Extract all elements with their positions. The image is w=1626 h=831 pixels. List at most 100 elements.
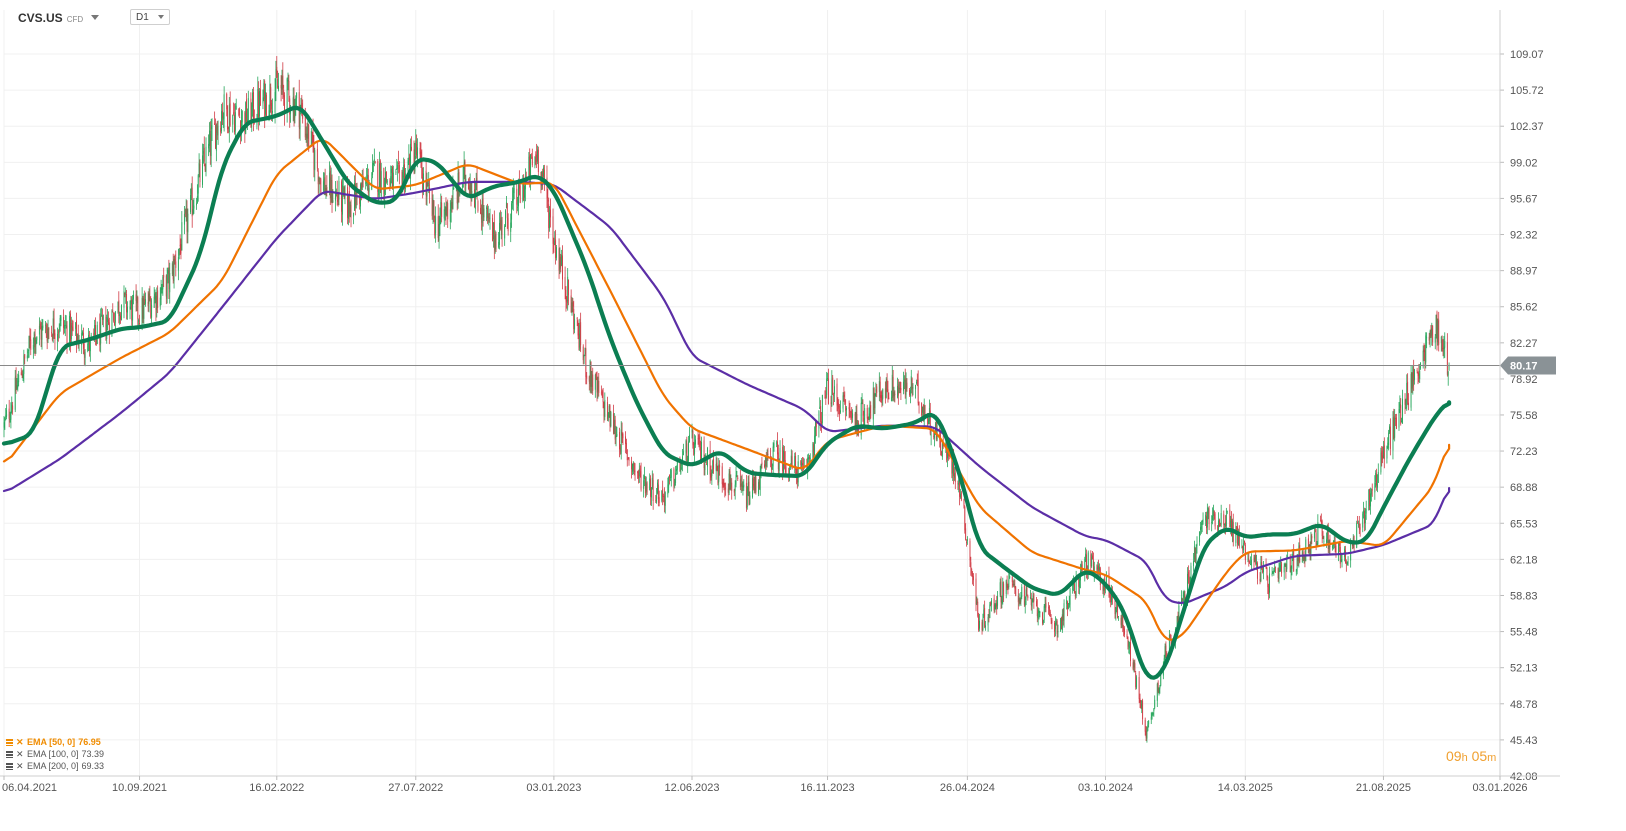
candle-body — [45, 325, 47, 335]
candle-body — [1250, 564, 1251, 565]
candle — [1193, 540, 1195, 562]
candle — [1158, 687, 1160, 696]
candle — [112, 303, 114, 313]
candle-body — [32, 344, 34, 350]
candle-body — [578, 333, 580, 348]
candle — [371, 172, 373, 191]
candle-body — [517, 207, 519, 208]
settings-icon[interactable] — [6, 750, 13, 758]
candle-body — [876, 386, 878, 394]
candle — [685, 439, 687, 461]
candle-body — [844, 399, 846, 404]
candle — [724, 482, 726, 498]
candle-body — [221, 110, 223, 119]
candle-body — [1168, 635, 1170, 657]
candle — [360, 182, 361, 214]
candle — [1358, 515, 1360, 534]
candle — [1212, 504, 1214, 521]
settings-icon[interactable] — [6, 738, 13, 746]
candle — [183, 206, 185, 235]
candle-body — [202, 155, 203, 185]
symbol-selector[interactable]: CVS.US CFD — [18, 11, 100, 25]
candle — [415, 129, 417, 160]
candle-body — [982, 618, 984, 631]
candle — [232, 114, 234, 133]
y-tick-label: 72.23 — [1510, 446, 1538, 458]
candle — [1146, 726, 1148, 743]
candle — [881, 389, 883, 408]
candle-body — [1177, 614, 1179, 624]
candle-body — [878, 381, 880, 392]
candle-body — [304, 115, 306, 138]
close-icon[interactable]: ✕ — [16, 749, 24, 759]
candle — [833, 379, 835, 402]
candle-body — [1398, 408, 1400, 428]
candle-body — [1269, 573, 1270, 593]
candle — [494, 230, 496, 254]
legend-item-ema200[interactable]: ✕ EMA [200, 0] 69.33 — [6, 760, 104, 772]
candle-body — [608, 405, 610, 417]
candle-body — [175, 261, 177, 268]
candle-body — [595, 372, 597, 379]
candle-body — [1042, 612, 1043, 624]
candle — [63, 309, 65, 335]
candle — [162, 274, 164, 296]
candle-body — [57, 332, 59, 334]
candle — [1206, 511, 1207, 534]
candle-body — [1297, 558, 1299, 561]
candle-body — [72, 326, 74, 331]
candle-body — [785, 467, 787, 473]
candle — [899, 381, 901, 394]
candle — [1383, 437, 1385, 469]
candle-body — [483, 208, 485, 218]
candle-body — [580, 322, 582, 346]
candle — [1023, 584, 1025, 607]
candle-body — [1044, 604, 1046, 608]
candle-body — [1389, 426, 1391, 449]
candle-body — [232, 114, 234, 125]
candle — [1407, 373, 1409, 405]
candle-body — [941, 451, 942, 455]
candle — [697, 431, 699, 445]
candle-body — [422, 177, 424, 191]
timeframe-select[interactable]: D1 — [130, 9, 170, 25]
candle — [736, 470, 738, 478]
candle — [963, 498, 965, 509]
candle-body — [754, 475, 756, 491]
candle-body — [1347, 561, 1349, 565]
candle — [552, 208, 554, 255]
candle-body — [979, 620, 980, 629]
candle-body — [33, 332, 35, 344]
candle — [1254, 554, 1256, 563]
legend-item-ema100[interactable]: ✕ EMA [100, 0] 73.39 — [6, 748, 104, 760]
candle-body — [1376, 474, 1378, 486]
candle-body — [1061, 614, 1063, 631]
candle — [638, 462, 640, 483]
candle — [1061, 616, 1062, 630]
candle-body — [752, 478, 754, 486]
candle-body — [1283, 566, 1285, 573]
candle — [613, 413, 615, 435]
candle — [1032, 591, 1034, 603]
candle-body — [95, 339, 97, 345]
candle — [510, 213, 512, 243]
candle — [1206, 503, 1208, 535]
candle-body — [263, 83, 265, 99]
candle — [537, 146, 539, 177]
close-icon[interactable]: ✕ — [16, 737, 24, 747]
candle-body — [132, 299, 134, 321]
candle — [306, 122, 308, 147]
candle-body — [717, 470, 719, 484]
candle-body — [695, 439, 696, 445]
close-icon[interactable]: ✕ — [16, 761, 24, 771]
candle-body — [640, 471, 642, 490]
candle-body — [890, 397, 892, 401]
settings-icon[interactable] — [6, 762, 13, 770]
candle — [904, 368, 906, 399]
legend-item-ema50[interactable]: ✕ EMA [50, 0] 76.95 — [6, 736, 104, 748]
candle-body — [519, 185, 521, 203]
candle — [1195, 544, 1197, 565]
candle-body — [603, 401, 605, 417]
candle — [12, 401, 14, 415]
